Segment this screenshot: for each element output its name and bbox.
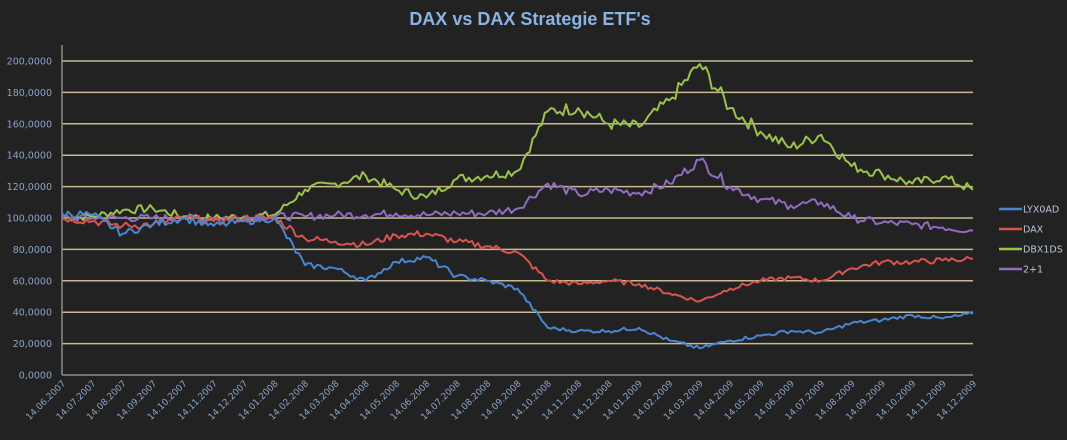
y-tick-label: 60,0000 xyxy=(13,276,52,287)
legend-item: DBX1DS xyxy=(999,245,1063,256)
legend: LYX0AD DAX DBX1DS 2+1 xyxy=(999,205,1063,276)
y-axis-ticks: 0,0000 20,0000 40,0000 60,0000 80,0000 100,00… xyxy=(7,57,52,382)
legend-item: 2+1 xyxy=(999,265,1043,276)
series-line-lyx0ad xyxy=(61,210,974,350)
legend-label: DAX xyxy=(1023,225,1044,236)
y-tick-label: 180,0000 xyxy=(7,88,52,99)
legend-item: LYX0AD xyxy=(999,205,1059,216)
legend-label: LYX0AD xyxy=(1023,205,1059,216)
legend-item: DAX xyxy=(999,225,1044,236)
legend-label: 2+1 xyxy=(1023,265,1043,276)
y-tick-label: 160,0000 xyxy=(7,119,52,130)
y-tick-label: 200,0000 xyxy=(7,57,52,68)
y-tick-label: 0,0000 xyxy=(19,371,52,382)
y-tick-label: 120,0000 xyxy=(7,182,52,193)
x-axis-ticks: 14.06.200714.07.200714.08.200714.09.2007… xyxy=(25,379,980,423)
gridlines xyxy=(62,60,973,345)
y-tick-label: 20,0000 xyxy=(13,339,52,350)
series-line-dbx1ds xyxy=(61,63,974,222)
y-tick-label: 40,0000 xyxy=(13,308,52,319)
axes xyxy=(61,45,973,376)
series-lines xyxy=(61,63,974,350)
y-tick-label: 80,0000 xyxy=(13,245,52,256)
y-tick-label: 140,0000 xyxy=(7,151,52,162)
legend-label: DBX1DS xyxy=(1023,245,1063,256)
chart-title: DAX vs DAX Strategie ETF's xyxy=(409,9,650,29)
y-tick-label: 100,0000 xyxy=(7,214,52,225)
